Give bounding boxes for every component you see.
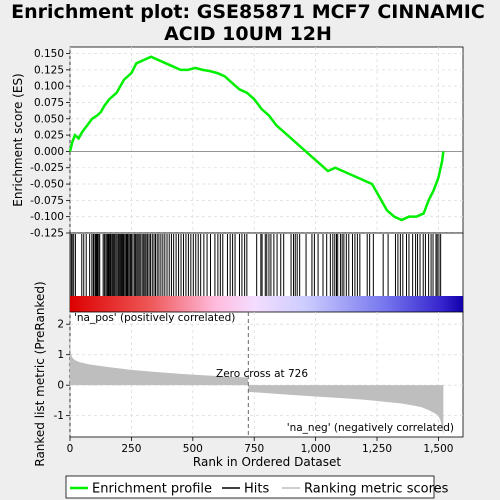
zero-cross-label: Zero cross at 726 [216,368,308,380]
rank-gridlines [69,312,463,437]
hit-markers [70,234,442,296]
chart-title-line2: ACID 10UM 12H [164,23,332,45]
es-y-tick-label: -0.075 [30,195,64,207]
es-y-tick-label: 0.100 [34,81,64,93]
rank-y-tick-label: 1 [57,349,64,361]
es-panel-frame [69,46,464,234]
x-tick-label: 500 [183,443,203,455]
negative-correlation-label: 'na_neg' (negatively correlated) [287,422,454,434]
ranking-metric-area [70,334,444,436]
legend-box [65,475,435,499]
x-tick-label: 250 [121,443,141,455]
es-y-tick-label: 0.075 [34,97,64,109]
chart-title-line1: Enrichment plot: GSE85871 MCF7 CINNAMIC [11,1,485,23]
ranking-heatmap-bar [70,296,463,312]
es-y-tick-label: 0.050 [34,113,64,125]
rank-y-ticks: 2 1 0 -1 [54,319,70,422]
rank-y-tick-label: 0 [57,380,64,392]
positive-correlation-label: 'na_pos' (positively correlated) [74,312,235,324]
es-y-tick-label: -0.050 [30,179,64,191]
x-tick-label: 1,000 [301,443,331,455]
rank-y-axis-label: Ranked list metric (PreRanked) [33,281,47,466]
legend: Enrichment profile Hits Ranking metric sco… [70,482,449,497]
enrichment-profile-line [68,55,445,222]
x-tick-label: 750 [244,443,264,455]
legend-label: Hits [244,482,269,497]
legend-label: Ranking metric scores [304,482,449,497]
rank-y-tick-label: 2 [57,319,64,331]
es-y-tick-label: 0.150 [34,48,64,60]
x-axis-label: Rank in Ordered Dataset [193,455,341,469]
es-y-tick-label: 0.025 [34,130,64,142]
es-y-tick-label: -0.100 [30,211,64,223]
rank-y-tick-label: -1 [54,410,64,422]
es-y-tick-label: 0.125 [34,64,64,76]
x-tick-label: 0 [67,443,74,455]
legend-label: Enrichment profile [92,482,212,497]
x-tick-label: 1,250 [362,443,392,455]
es-y-axis-label: Enrichment score (ES) [11,73,25,206]
es-y-tick-label: -0.025 [30,162,64,174]
es-gridlines [69,47,463,234]
es-y-tick-label: -0.125 [30,228,64,240]
x-axis-ticks: 0 250 500 750 1,000 1,250 1,500 [67,437,453,455]
es-y-tick-label: 0.000 [34,146,64,158]
x-tick-label: 1,500 [423,443,453,455]
es-y-ticks: 0.150 0.125 0.100 0.075 0.050 0.025 0.000 -0.02… [30,48,70,240]
rank-panel-frame [69,311,464,438]
